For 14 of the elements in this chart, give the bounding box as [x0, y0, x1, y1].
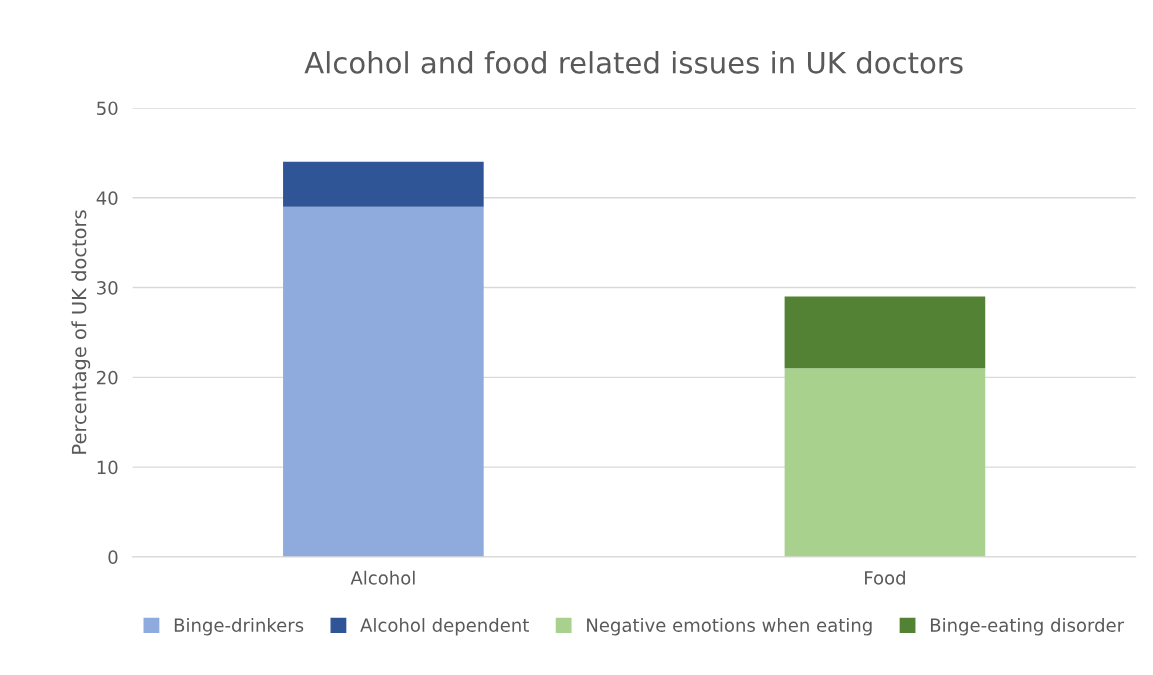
y-tick-label: 30 [97, 281, 118, 295]
x-tick-label: Food [865, 570, 905, 585]
legend-label: Alcohol dependent [360, 618, 529, 636]
y-tick-label: 0 [108, 550, 118, 564]
legend-label: Binge-eating disorder [930, 618, 1125, 636]
x-tick-label: Alcohol [350, 570, 415, 585]
chart-title: Alcohol and food related issues in UK doctors [304, 51, 963, 74]
y-tick-label: 10 [97, 460, 118, 475]
y-axis-title: Percentage of UK doctors [71, 210, 91, 454]
y-tick-label: 40 [96, 191, 118, 205]
legend-label: Negative emotions when eating [587, 618, 872, 636]
legend-label: Binge-drinkers [174, 618, 304, 636]
y-tick-label: 50 [97, 101, 118, 116]
y-tick-label: 20 [97, 370, 118, 385]
